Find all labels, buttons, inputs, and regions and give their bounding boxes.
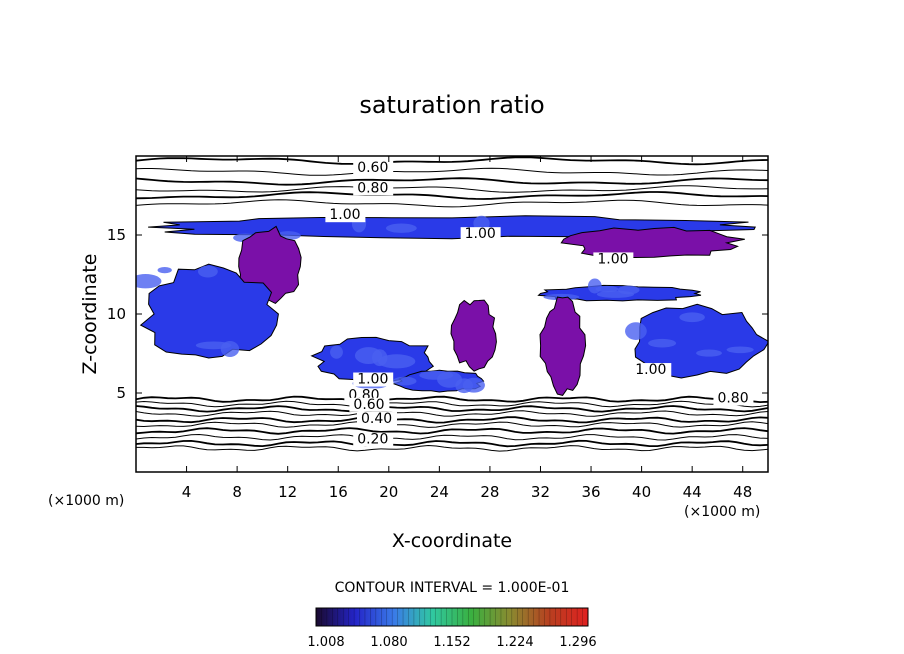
contour-line: [136, 400, 768, 408]
y-axis-label: Z-coordinate: [79, 254, 101, 375]
contour-label-bg: [356, 412, 397, 427]
x-tick-label: 16: [329, 483, 348, 501]
supersaturation-field: [136, 215, 768, 396]
contour-line: [136, 191, 768, 200]
supersaturation-patch: [377, 354, 416, 369]
supersaturation-region: [634, 303, 768, 379]
contour-label: 1.00: [357, 372, 388, 388]
contour-labels: 0.600.801.001.001.001.001.000.800.600.40…: [325, 160, 754, 448]
x-tick-label: 4: [182, 483, 192, 501]
supersaturation-patch: [385, 223, 417, 233]
contour-label: 0.20: [357, 432, 388, 448]
colorbar-tick-label: 1.080: [370, 635, 407, 650]
supersaturation-patch: [197, 265, 218, 278]
contour-line: [136, 156, 768, 166]
supersaturation-patch: [625, 322, 647, 340]
contour-label: 0.80: [717, 390, 748, 406]
contour-line: [136, 433, 768, 441]
contour-label-bg: [325, 208, 366, 223]
supersaturation-patch: [595, 285, 619, 293]
contour-line: [136, 416, 768, 424]
supersaturation-patch: [696, 349, 722, 357]
supersaturation-patch: [195, 341, 232, 350]
x-axis-ticks: 4 8 12 16 20 24 28 32 36 40 44 48: [182, 156, 752, 501]
colorbar-tick-label: 1.224: [496, 635, 533, 650]
contour-label: 0.60: [353, 397, 384, 413]
x-tick-label: 36: [581, 483, 600, 501]
supersaturation-patch: [679, 312, 705, 323]
y-tick-label: 15: [107, 226, 126, 244]
supersaturation-region: [560, 226, 745, 259]
contour-line: [136, 421, 768, 428]
contour-label: 0.40: [361, 411, 392, 427]
contour-label-bg: [713, 391, 754, 406]
x-tick-label: 12: [278, 483, 297, 501]
contour-label-bg: [460, 227, 501, 242]
contour-label: 1.00: [597, 251, 628, 267]
colorbar-level-lines: [315, 608, 589, 626]
chart-title: saturation ratio: [359, 91, 544, 119]
x-tick-label: 28: [480, 483, 499, 501]
x-tick-label: 40: [632, 483, 651, 501]
supersaturation-patch: [648, 338, 677, 348]
x-axis-unit: (×1000 m): [684, 504, 760, 520]
supersaturation-patch: [726, 346, 754, 354]
supersaturation-region: [539, 296, 587, 396]
x-tick-label: 48: [733, 483, 752, 501]
contour-label-bg: [353, 432, 394, 447]
contour-line: [136, 177, 768, 186]
supersaturation-patch: [455, 378, 473, 394]
contour-label-bg: [631, 363, 672, 378]
contour-label-bg: [353, 181, 394, 196]
y-axis-unit: (×1000 m): [48, 493, 124, 509]
x-tick-label: 44: [683, 483, 702, 501]
supersaturation-patch: [617, 285, 640, 295]
contour-line: [136, 439, 768, 448]
contour-line: [136, 185, 768, 193]
colorbar-tick-label: 1.008: [307, 635, 344, 650]
contour-label-bg: [349, 397, 390, 412]
x-axis-label: X-coordinate: [392, 530, 512, 552]
y-axis-ticks: 5 10 15: [107, 226, 768, 402]
contour-line: [136, 444, 768, 452]
contour-label-bg: [353, 372, 394, 387]
x-tick-label: 8: [232, 483, 242, 501]
contour-label: 1.00: [329, 207, 360, 223]
colorbar-labels: 1.008 1.080 1.152 1.224 1.296: [307, 635, 596, 650]
contour-line: [136, 167, 768, 176]
contour-label: 1.00: [635, 362, 666, 378]
contour-interval-text: CONTOUR INTERVAL = 1.000E-01: [335, 580, 570, 596]
colorbar-tick-label: 1.296: [559, 635, 596, 650]
contour-label-bg: [353, 160, 394, 175]
x-tick-label: 24: [430, 483, 449, 501]
contour-line: [136, 199, 768, 208]
contour-line: [136, 410, 768, 417]
contour-label: 1.00: [465, 226, 496, 242]
contour-label-bg: [593, 252, 634, 267]
contour-line: [136, 395, 768, 404]
colorbar-tick-label: 1.152: [433, 635, 470, 650]
supersaturation-patch: [136, 274, 162, 289]
contour-lines: [136, 156, 768, 452]
supersaturation-region: [450, 299, 497, 372]
supersaturation-patch: [392, 376, 417, 386]
contour-label: 0.60: [357, 160, 388, 176]
x-tick-label: 20: [379, 483, 398, 501]
contour-label: 0.80: [357, 180, 388, 196]
supersaturation-patch: [543, 293, 580, 301]
y-tick-label: 5: [116, 384, 126, 402]
y-tick-label: 10: [107, 305, 126, 323]
contour-line: [136, 405, 768, 413]
supersaturation-patch: [330, 345, 343, 359]
supersaturation-patch: [157, 267, 172, 274]
contour-line: [136, 427, 768, 435]
x-tick-label: 32: [531, 483, 550, 501]
